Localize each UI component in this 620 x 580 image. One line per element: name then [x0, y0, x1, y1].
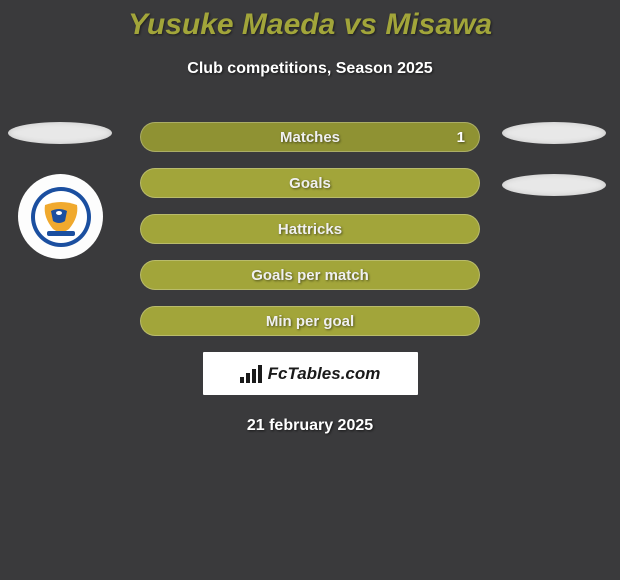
stat-row-goals-per-match: Goals per match	[140, 260, 480, 290]
comparison-content: Matches 1 Goals Hattricks Goals per matc…	[0, 122, 620, 435]
stat-label: Hattricks	[278, 221, 342, 238]
stat-row-goals: Goals	[140, 168, 480, 198]
left-player-column	[8, 122, 118, 259]
page-subtitle: Club competitions, Season 2025	[0, 60, 620, 78]
stat-row-matches: Matches 1	[140, 122, 480, 152]
right-player-name-ellipse	[502, 122, 606, 144]
right-player-team-ellipse	[502, 174, 606, 196]
team-logo-icon	[29, 185, 93, 249]
stat-label: Goals per match	[251, 267, 369, 284]
stat-value-right: 1	[457, 129, 465, 146]
page-title: Yusuke Maeda vs Misawa	[0, 8, 620, 42]
right-player-column	[502, 122, 612, 226]
stat-label: Min per goal	[266, 313, 354, 330]
stat-label: Goals	[289, 175, 331, 192]
bars-icon	[240, 365, 262, 383]
left-player-avatar	[18, 174, 103, 259]
banner-text: FcTables.com	[268, 364, 381, 384]
source-banner[interactable]: FcTables.com	[203, 352, 418, 395]
footer-date: 21 february 2025	[140, 417, 480, 435]
stat-row-hattricks: Hattricks	[140, 214, 480, 244]
stat-label: Matches	[280, 129, 340, 146]
stats-table: Matches 1 Goals Hattricks Goals per matc…	[140, 122, 480, 435]
left-player-name-ellipse	[8, 122, 112, 144]
stat-row-min-per-goal: Min per goal	[140, 306, 480, 336]
